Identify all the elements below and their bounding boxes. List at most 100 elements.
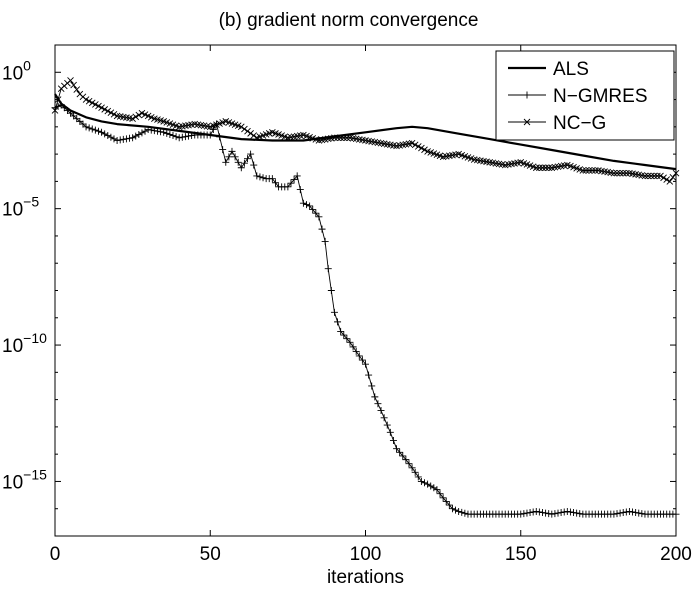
- x-tick-label: 150: [505, 544, 537, 565]
- plus-marker: [629, 508, 637, 516]
- plus-marker: [98, 128, 106, 136]
- plus-marker: [247, 150, 255, 158]
- plus-marker: [315, 213, 323, 221]
- plus-marker: [110, 135, 118, 143]
- legend-label-2: NC−G: [553, 113, 606, 134]
- x-marker: [523, 118, 531, 126]
- plus-marker: [396, 448, 404, 456]
- plus-marker: [346, 338, 354, 346]
- plus-marker: [157, 128, 165, 136]
- plus-marker: [259, 174, 267, 182]
- plus-marker: [318, 225, 326, 233]
- y-tick-label: 10−10: [2, 330, 47, 357]
- plus-marker: [135, 130, 143, 138]
- x-marker: [619, 169, 627, 177]
- plus-marker: [405, 460, 413, 468]
- x-tick-label: 50: [200, 544, 221, 565]
- x-marker: [92, 101, 99, 108]
- plus-marker: [91, 126, 99, 134]
- x-marker: [536, 164, 543, 172]
- plus-marker: [551, 510, 559, 518]
- plus-marker: [113, 136, 121, 144]
- plus-marker: [408, 464, 416, 472]
- plus-marker: [461, 509, 469, 517]
- y-tick-label: 10−15: [2, 466, 47, 493]
- plus-marker: [234, 158, 242, 166]
- plus-marker: [573, 509, 581, 517]
- plus-marker: [343, 335, 351, 343]
- plus-marker: [141, 127, 149, 135]
- plus-marker: [253, 172, 261, 180]
- plus-marker: [256, 173, 264, 181]
- plus-marker: [306, 202, 314, 210]
- plus-marker: [529, 508, 537, 516]
- plus-marker: [368, 382, 376, 390]
- plus-marker: [107, 133, 115, 141]
- plus-marker: [147, 126, 155, 134]
- x-marker: [644, 172, 652, 180]
- series-line-0: [54, 93, 677, 171]
- plus-marker: [380, 414, 388, 422]
- legend-label-1: N−GMRES: [553, 86, 648, 107]
- plus-marker: [517, 510, 525, 518]
- plus-marker: [424, 480, 432, 488]
- x-marker: [542, 164, 549, 172]
- plus-marker: [82, 123, 90, 131]
- plus-marker: [175, 134, 183, 142]
- plus-marker: [377, 407, 385, 415]
- plus-marker: [330, 308, 338, 316]
- plus-marker: [436, 490, 444, 498]
- plus-marker: [532, 507, 540, 515]
- x-marker: [98, 104, 105, 112]
- x-marker: [334, 134, 341, 142]
- plus-marker: [116, 136, 124, 144]
- plus-marker: [393, 445, 401, 453]
- plus-marker: [296, 186, 304, 194]
- plus-marker: [327, 287, 335, 294]
- plus-marker: [542, 509, 550, 517]
- plus-marker: [442, 497, 450, 505]
- plus-marker: [122, 135, 130, 143]
- x-marker: [408, 139, 416, 147]
- plus-marker: [526, 509, 534, 517]
- x-marker: [73, 86, 81, 93]
- x-marker: [110, 110, 118, 118]
- plus-marker: [566, 508, 574, 516]
- plus-marker: [414, 473, 422, 481]
- plus-marker: [557, 509, 565, 517]
- x-tick-label: 200: [660, 544, 692, 565]
- plus-marker: [563, 507, 571, 515]
- plus-marker: [622, 508, 630, 516]
- plus-marker: [287, 179, 295, 187]
- chart-title: (b) gradient norm convergence: [218, 10, 479, 31]
- plus-marker: [88, 125, 96, 133]
- plus-marker: [383, 421, 391, 429]
- x-marker: [588, 167, 596, 174]
- plus-marker: [268, 175, 276, 183]
- plus-marker: [358, 356, 366, 364]
- plus-marker: [411, 468, 419, 476]
- x-marker: [666, 178, 674, 185]
- x-marker: [101, 106, 108, 113]
- plus-marker: [389, 437, 397, 445]
- plus-marker: [632, 509, 640, 517]
- x-marker: [647, 172, 655, 180]
- plus-marker: [324, 265, 332, 273]
- x-marker: [657, 172, 664, 180]
- plus-marker: [452, 506, 460, 514]
- x-marker: [610, 169, 618, 177]
- x-marker: [95, 102, 102, 110]
- x-marker: [654, 172, 661, 180]
- x-marker: [585, 167, 593, 174]
- x-marker: [51, 107, 59, 114]
- plus-marker: [309, 206, 317, 214]
- plus-marker: [613, 510, 621, 518]
- x-marker: [85, 97, 93, 105]
- plus-marker: [119, 135, 127, 143]
- y-tick-label: 100: [2, 57, 31, 84]
- plus-marker: [672, 510, 680, 518]
- x-marker: [641, 172, 649, 180]
- x-marker: [539, 164, 546, 172]
- plus-marker: [402, 456, 410, 464]
- plus-marker: [299, 199, 307, 207]
